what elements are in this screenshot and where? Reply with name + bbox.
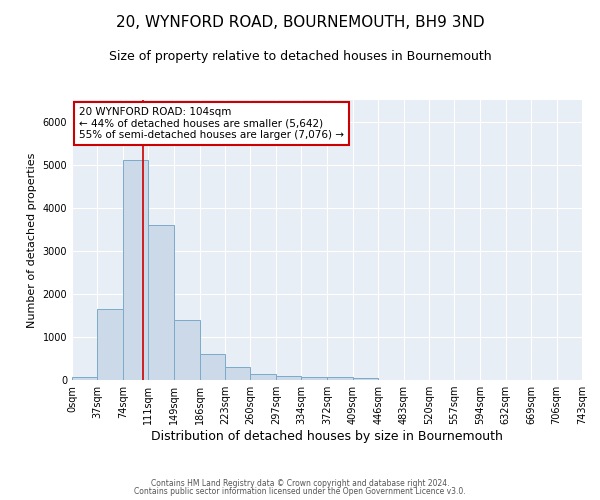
Text: Contains public sector information licensed under the Open Government Licence v3: Contains public sector information licen… (134, 487, 466, 496)
Bar (301, 377, 328, 380)
Bar (174, 320, 200, 380)
Y-axis label: Number of detached properties: Number of detached properties (27, 152, 37, 328)
X-axis label: Distribution of detached houses by size in Bournemouth: Distribution of detached houses by size … (151, 430, 503, 443)
Bar (250, 374, 276, 380)
Text: 20, WYNFORD ROAD, BOURNEMOUTH, BH9 3ND: 20, WYNFORD ROAD, BOURNEMOUTH, BH9 3ND (116, 15, 484, 30)
Bar (97, 309, 123, 380)
Text: 20 WYNFORD ROAD: 104sqm
← 44% of detached houses are smaller (5,642)
55% of semi: 20 WYNFORD ROAD: 104sqm ← 44% of detache… (79, 107, 344, 140)
Text: Size of property relative to detached houses in Bournemouth: Size of property relative to detached ho… (109, 50, 491, 63)
Bar (328, 378, 353, 380)
Bar (353, 378, 378, 380)
Bar (123, 160, 148, 380)
Bar (225, 367, 250, 380)
Bar (276, 376, 301, 380)
Bar (200, 354, 225, 380)
Bar (148, 225, 174, 380)
Text: Contains HM Land Registry data © Crown copyright and database right 2024.: Contains HM Land Registry data © Crown c… (151, 478, 449, 488)
Bar (72, 377, 97, 380)
